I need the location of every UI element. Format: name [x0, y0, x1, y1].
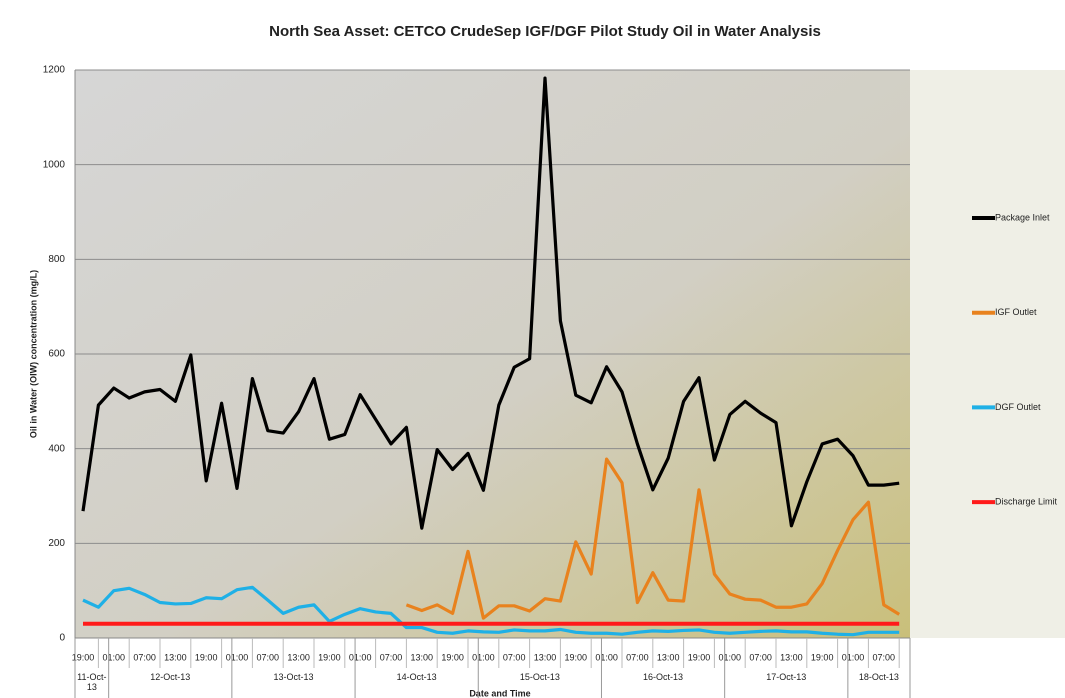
date-group-label: 17-Oct-13 — [725, 672, 848, 698]
legend-label: DGF Outlet — [995, 402, 1041, 412]
x-tick-label: 19:00 — [565, 652, 588, 662]
y-tick-label: 600 — [48, 349, 65, 360]
x-tick-label: 01:00 — [719, 652, 742, 662]
x-tick-label: 07:00 — [380, 652, 403, 662]
x-tick-label: 13:00 — [287, 652, 310, 662]
x-tick-label: 01:00 — [842, 652, 865, 662]
x-tick-label: 01:00 — [472, 652, 495, 662]
date-group-label: 15-Oct-13 — [478, 672, 601, 698]
y-axis-title: Oil in Water (OIW) concentration (mg/L) — [28, 270, 38, 438]
x-tick-label: 19:00 — [195, 652, 218, 662]
x-tick-label: 13:00 — [534, 652, 557, 662]
chart: North Sea Asset: CETCO CrudeSep IGF/DGF … — [0, 0, 1065, 698]
x-tick-label: 01:00 — [103, 652, 126, 662]
date-group-label: 11-Oct-13 — [75, 672, 109, 698]
x-tick-label: 01:00 — [595, 652, 618, 662]
date-group-label: 16-Oct-13 — [601, 672, 724, 698]
x-tick-label: 07:00 — [257, 652, 280, 662]
date-group-label: 12-Oct-13 — [109, 672, 232, 698]
x-tick-label: 13:00 — [164, 652, 187, 662]
legend-label: Discharge Limit — [995, 496, 1058, 506]
x-tick-label: 13:00 — [657, 652, 680, 662]
x-tick-label: 07:00 — [873, 652, 896, 662]
x-tick-label: 07:00 — [503, 652, 526, 662]
x-tick-label: 19:00 — [688, 652, 711, 662]
chart-title: North Sea Asset: CETCO CrudeSep IGF/DGF … — [269, 23, 821, 40]
y-tick-label: 0 — [59, 633, 65, 644]
x-tick-label: 19:00 — [318, 652, 341, 662]
date-group-label: 13-Oct-13 — [232, 672, 355, 698]
x-tick-label: 07:00 — [749, 652, 772, 662]
x-tick-label: 07:00 — [133, 652, 156, 662]
x-tick-label: 13:00 — [411, 652, 434, 662]
x-tick-label: 13:00 — [780, 652, 803, 662]
y-tick-label: 800 — [48, 254, 65, 265]
y-tick-label: 1000 — [43, 159, 66, 170]
x-tick-label: 19:00 — [441, 652, 464, 662]
y-tick-label: 400 — [48, 443, 65, 454]
legend-label: Package Inlet — [995, 212, 1050, 222]
x-tick-label: 01:00 — [226, 652, 249, 662]
page: North Sea Asset: CETCO CrudeSep IGF/DGF … — [0, 0, 1065, 698]
x-tick-label: 19:00 — [811, 652, 834, 662]
x-tick-label: 07:00 — [626, 652, 649, 662]
legend-area — [910, 70, 1065, 638]
legend-label: IGF Outlet — [995, 307, 1037, 317]
date-group-label: 14-Oct-13 — [355, 672, 478, 698]
y-tick-label: 200 — [48, 538, 65, 549]
x-tick-label: 01:00 — [349, 652, 372, 662]
date-group-label: 18-Oct-13 — [848, 672, 910, 698]
y-tick-label: 1200 — [43, 65, 66, 76]
